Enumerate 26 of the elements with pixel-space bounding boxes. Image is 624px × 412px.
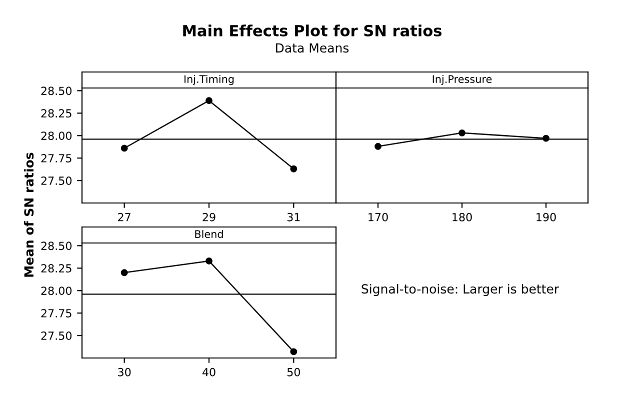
- x-tick-label: 30: [118, 368, 131, 376]
- text: Main Effects Plot for SN ratios: [183, 24, 442, 36]
- y-tick-label: 28.25: [41, 109, 72, 118]
- y-tick-label: 28.50: [41, 86, 72, 96]
- text: Mean of SN ratios: [24, 152, 34, 277]
- x-tick-label: 40: [202, 368, 216, 376]
- x-tick-label: 180: [452, 212, 472, 222]
- y-tick-label: 28.00: [41, 286, 72, 295]
- y-tick-label: 28.25: [41, 264, 72, 273]
- y-tick-label: 28.50: [41, 242, 72, 250]
- chart-title: Blend: [195, 230, 223, 238]
- x-tick-label: 170: [368, 212, 388, 222]
- chart-title: Inj.Timing: [184, 74, 234, 86]
- x-tick-label: 190: [536, 212, 556, 222]
- chart-title: Inj.Pressure: [432, 74, 492, 86]
- y-tick-label: 27.75: [41, 309, 72, 318]
- y-tick-label: 27.50: [41, 332, 72, 340]
- x-tick-label: 29: [202, 212, 216, 222]
- text: Data Means: [276, 43, 349, 53]
- text: Signal-to-noise: Larger is better: [362, 284, 560, 296]
- x-tick-label: 27: [118, 212, 130, 222]
- x-tick-label: 31: [287, 212, 300, 222]
- y-tick-label: 27.50: [41, 176, 72, 185]
- x-tick-label: 50: [287, 368, 300, 376]
- y-tick-label: 27.75: [41, 154, 72, 162]
- y-tick-label: 28.00: [41, 132, 72, 140]
